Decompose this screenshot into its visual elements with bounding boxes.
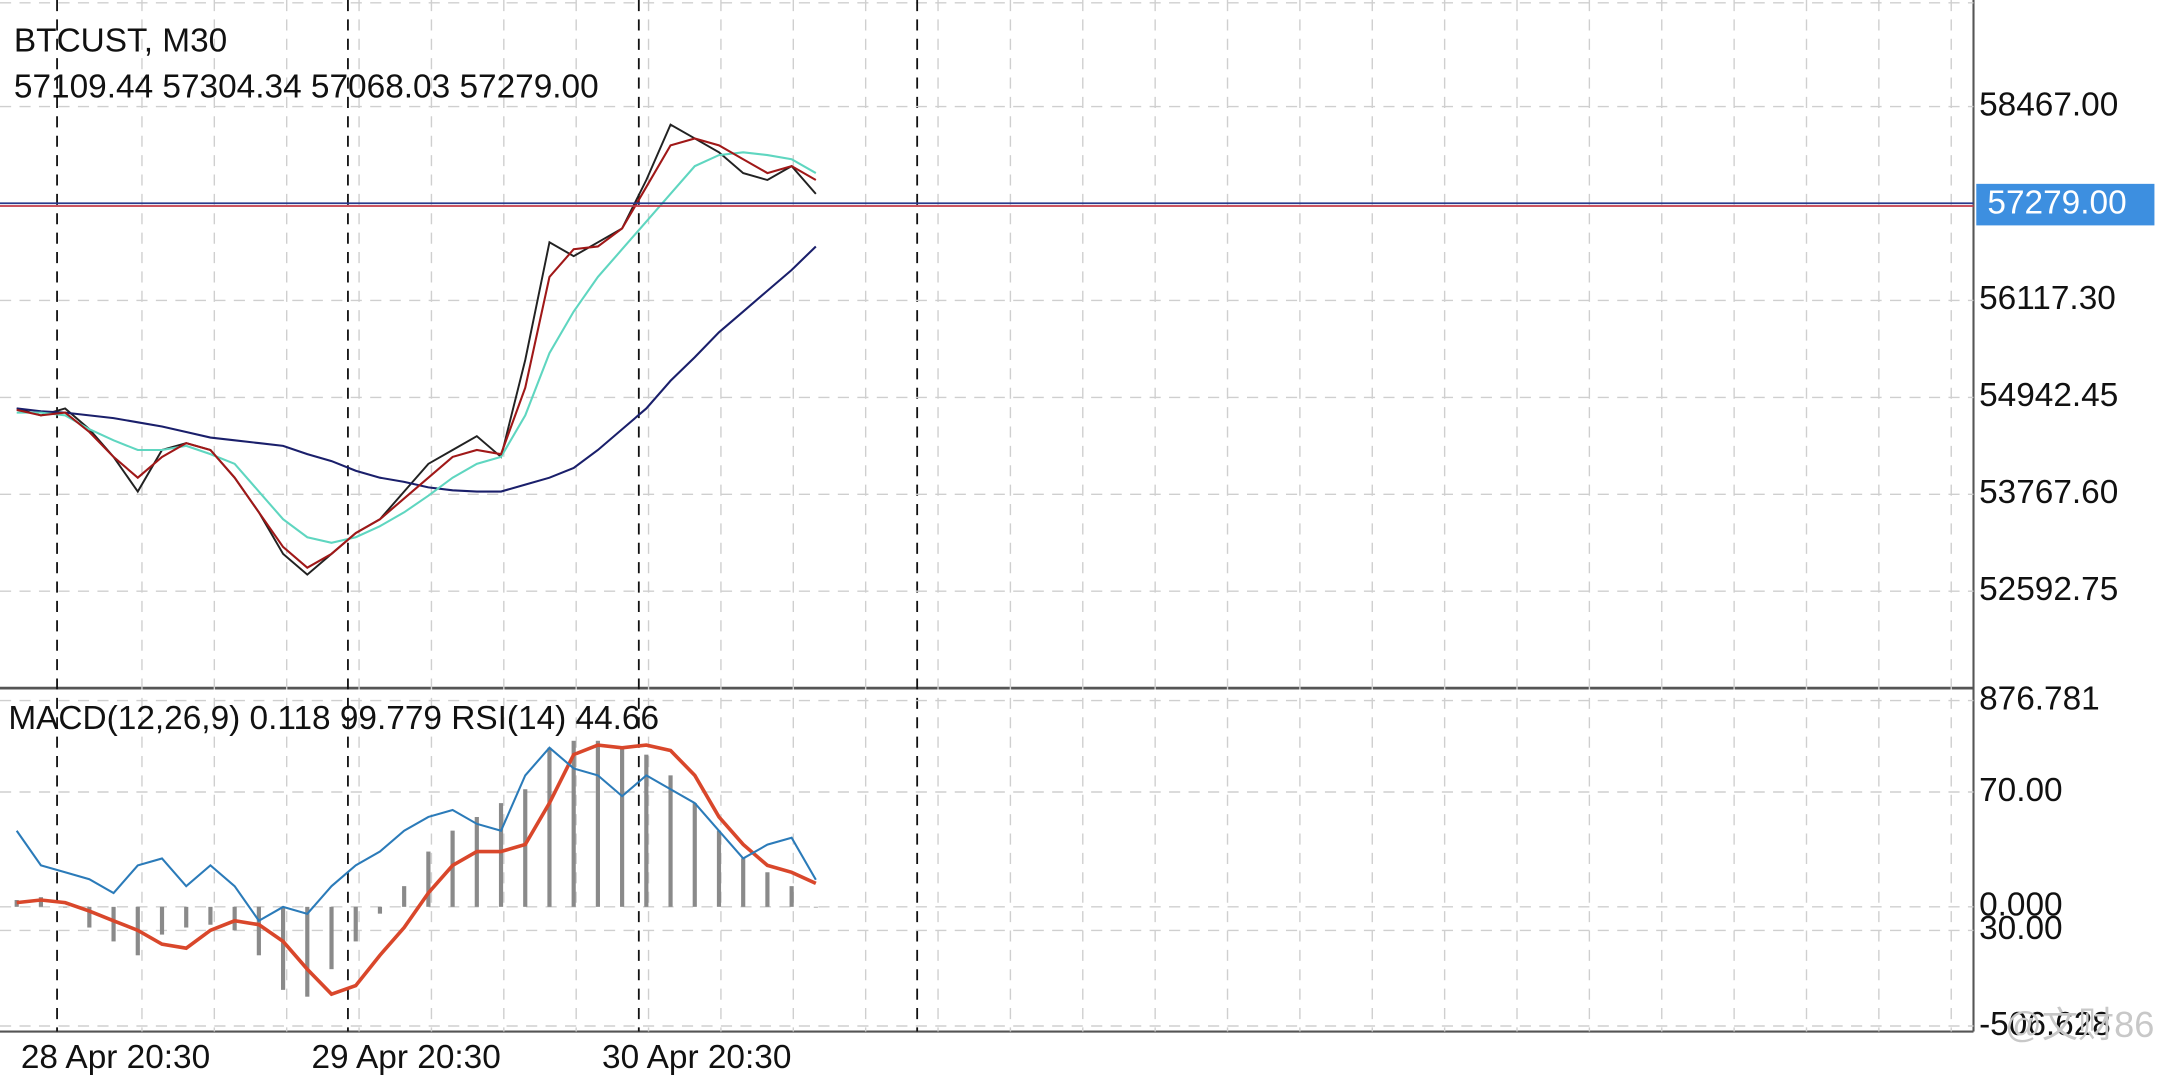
symbol: BTCUST, M30	[14, 23, 227, 60]
y-tick-label: 53767.60	[1979, 474, 2118, 511]
ohlc: 57109.44 57304.34 57068.03 57279.00	[14, 68, 599, 105]
histogram-bar	[716, 830, 722, 907]
histogram-bar	[571, 740, 576, 907]
histogram-bar	[741, 858, 746, 907]
histogram-bar	[668, 775, 673, 907]
histogram-bar	[232, 906, 237, 931]
histogram-bar	[620, 747, 625, 907]
histogram-bar	[256, 906, 261, 956]
histogram-bar	[595, 740, 600, 907]
y-tick-label: 56117.30	[1979, 280, 2116, 317]
histogram-bar	[159, 906, 165, 935]
series-line	[16, 245, 817, 493]
histogram-bar	[38, 897, 44, 907]
indicator-label: MACD(12,26,9) 0.118 99.779 RSI(14) 44.66	[8, 700, 659, 737]
histogram-bar	[450, 830, 455, 907]
y-tick-label: 54942.45	[1979, 377, 2118, 414]
histogram-bar	[765, 872, 770, 907]
histogram-bar	[377, 906, 383, 914]
layout	[0, 0, 1975, 1033]
x-tick-label: 28 Apr 20:30	[21, 1039, 210, 1076]
histogram-bar	[402, 886, 407, 907]
histogram-bar	[14, 900, 19, 907]
histogram-bar	[63, 906, 68, 908]
histogram-bar	[644, 754, 649, 907]
x-tick-label: 29 Apr 20:30	[311, 1039, 500, 1076]
histogram-bar	[789, 886, 794, 907]
watermark: @文财86	[2005, 1004, 2154, 1045]
histogram-bar	[329, 906, 334, 970]
histogram-bar	[813, 906, 818, 908]
histogram-bar	[305, 906, 310, 997]
series-line	[15, 746, 817, 923]
series-line	[16, 151, 817, 544]
y2-tick-label: 30.00	[1979, 910, 2063, 947]
y-tick-label: -506.628	[1979, 1006, 2111, 1043]
last-price-box	[1976, 183, 2155, 226]
vertical-grid	[56, 0, 1952, 1032]
histogram-bar	[498, 803, 504, 907]
histogram-bar	[692, 803, 697, 907]
histogram-bar	[280, 906, 286, 990]
y-tick-label: 58467.00	[1979, 86, 2118, 123]
series-line	[16, 123, 817, 576]
y-tick-label: 0.000	[1979, 887, 2063, 924]
last-price-label: 57279.00	[1987, 184, 2126, 221]
histogram-bar	[87, 906, 92, 928]
y2-tick-label: 70.00	[1979, 772, 2063, 809]
histogram-bar	[523, 789, 528, 907]
histogram-bar	[208, 906, 213, 925]
y-tick-label: 876.781	[1979, 680, 2100, 717]
histogram-bar	[474, 816, 479, 907]
histogram-bar	[111, 906, 116, 942]
histogram-bar	[184, 906, 189, 928]
plot: 58467.00 56117.30 54942.45 53767.60 52592.75…	[0, 86, 2155, 1076]
y-tick-label: 52592.75	[1979, 571, 2118, 608]
series-line	[16, 137, 817, 569]
series-line	[16, 743, 817, 997]
histogram-bar	[547, 747, 552, 907]
histogram-bar	[426, 851, 431, 907]
histogram-bar	[353, 906, 358, 942]
x-tick-label: 30 Apr 20:30	[602, 1039, 791, 1076]
